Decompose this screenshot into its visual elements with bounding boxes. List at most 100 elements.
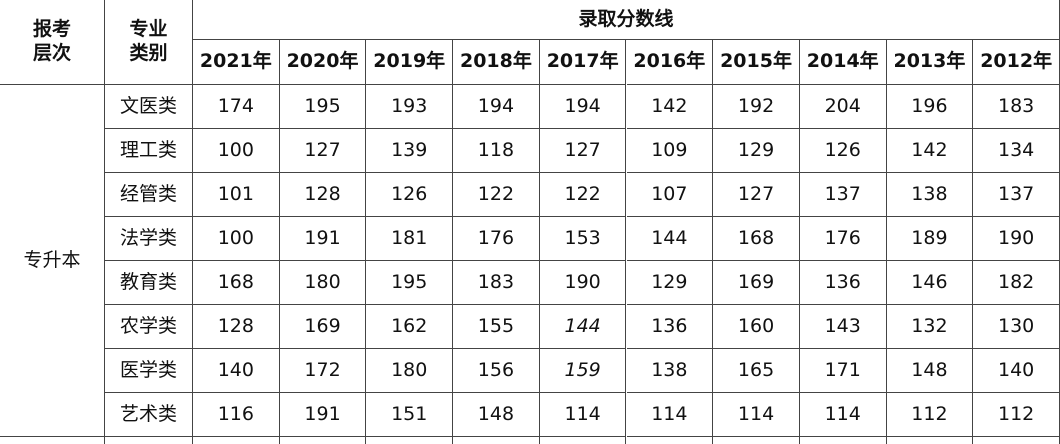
major: 经管类 xyxy=(119,182,177,205)
score-cell: 122 xyxy=(539,173,627,217)
score-cell: 189 xyxy=(886,217,974,261)
partial-row-cell xyxy=(800,437,887,444)
score-cell: 137 xyxy=(799,173,887,217)
major: 医学类 xyxy=(119,358,177,381)
score: 142 xyxy=(911,138,948,161)
partial-row-cell xyxy=(887,437,974,444)
score-cell: 142 xyxy=(626,85,714,129)
score: 160 xyxy=(737,314,775,337)
year-header-cell: 2014年 xyxy=(799,40,887,85)
major-cell: 法学类 xyxy=(105,217,193,261)
score: 128 xyxy=(304,182,341,205)
score-cell: 165 xyxy=(713,349,800,393)
level-header: 报考 xyxy=(32,18,71,41)
score: 100 xyxy=(217,226,254,249)
score-cell: 204 xyxy=(799,85,887,129)
partial-row-cell xyxy=(0,437,105,444)
year-header-cell: 2012年 xyxy=(973,40,1060,85)
partial-row-cell xyxy=(366,437,454,444)
score-cell: 136 xyxy=(626,305,714,349)
score: 151 xyxy=(391,402,428,425)
score-cell: 182 xyxy=(973,261,1060,305)
partial-row-cell xyxy=(713,437,800,444)
score-cell: 109 xyxy=(626,129,714,173)
score-cell: 196 xyxy=(886,85,974,129)
score-cell: 139 xyxy=(366,129,454,173)
score: 159 xyxy=(564,358,601,381)
score-cell: 129 xyxy=(713,129,800,173)
score: 146 xyxy=(911,270,948,293)
score-cell: 118 xyxy=(453,129,540,173)
score: 180 xyxy=(304,270,341,293)
score-cell: 155 xyxy=(453,305,540,349)
score: 181 xyxy=(391,226,428,249)
score-cell: 153 xyxy=(539,217,627,261)
score-cell: 191 xyxy=(279,217,367,261)
score-cell: 137 xyxy=(973,173,1060,217)
score: 137 xyxy=(998,182,1035,205)
score: 127 xyxy=(564,138,601,161)
score-cell: 151 xyxy=(366,393,454,437)
level-header: 层次 xyxy=(32,42,71,64)
score: 172 xyxy=(304,358,341,381)
score-cell: 193 xyxy=(366,85,454,129)
score: 171 xyxy=(824,358,861,381)
score-cell: 132 xyxy=(886,305,974,349)
score: 144 xyxy=(564,314,601,337)
score: 126 xyxy=(391,182,428,205)
score-cell: 174 xyxy=(193,85,280,129)
score-cell: 100 xyxy=(193,129,280,173)
score: 138 xyxy=(911,182,948,205)
score: 183 xyxy=(998,94,1035,117)
year-header: 2016年 xyxy=(633,50,706,73)
score: 136 xyxy=(651,314,688,337)
major: 文医类 xyxy=(119,94,177,117)
score: 130 xyxy=(998,314,1035,337)
major: 法学类 xyxy=(119,226,177,249)
score-cell: 162 xyxy=(366,305,454,349)
year-header: 2019年 xyxy=(373,50,446,73)
score: 165 xyxy=(737,358,775,381)
year-header: 2012年 xyxy=(980,50,1053,73)
major: 艺术类 xyxy=(119,402,177,425)
score: 189 xyxy=(911,226,948,249)
score-cell: 107 xyxy=(626,173,714,217)
score: 127 xyxy=(737,182,775,205)
major-cell: 文医类 xyxy=(105,85,193,129)
score-cell: 144 xyxy=(626,217,714,261)
score: 153 xyxy=(564,226,601,249)
score-cell: 192 xyxy=(713,85,800,129)
partial-row-cell xyxy=(453,437,540,444)
level-header-cell: 报考 层次 xyxy=(0,0,105,85)
score-cell: 114 xyxy=(799,393,887,437)
score: 192 xyxy=(737,94,775,117)
partial-row-cell xyxy=(193,437,280,444)
score-cell: 160 xyxy=(713,305,800,349)
score: 129 xyxy=(651,270,688,293)
year-header-cell: 2018年 xyxy=(453,40,540,85)
score: 112 xyxy=(911,402,948,425)
score-cell: 116 xyxy=(193,393,280,437)
score-cell: 190 xyxy=(539,261,627,305)
score: 195 xyxy=(391,270,428,293)
score: 100 xyxy=(217,138,254,161)
score: 129 xyxy=(737,138,775,161)
major: 农学类 xyxy=(119,314,177,337)
score: 114 xyxy=(564,402,601,425)
score-cell: 169 xyxy=(713,261,800,305)
score: 134 xyxy=(998,138,1035,161)
score-cell: 138 xyxy=(626,349,714,393)
year-header-cell: 2013年 xyxy=(886,40,974,85)
score-cell: 148 xyxy=(886,349,974,393)
score-cell: 127 xyxy=(539,129,627,173)
score: 114 xyxy=(824,402,861,425)
score-cell: 140 xyxy=(973,349,1060,393)
major-header-lines: 专业 类别 xyxy=(129,18,167,66)
score-cell: 180 xyxy=(366,349,454,393)
score-cell: 138 xyxy=(886,173,974,217)
year-header: 2015年 xyxy=(720,50,792,73)
score-cell: 143 xyxy=(799,305,887,349)
score-cell: 122 xyxy=(453,173,540,217)
score: 139 xyxy=(391,138,428,161)
